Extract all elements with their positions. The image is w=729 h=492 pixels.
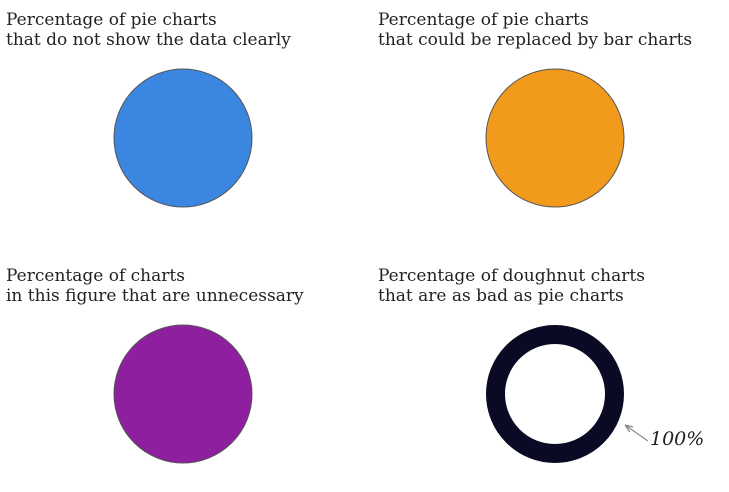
pie-figure-unnecessary	[113, 324, 253, 464]
pie-slice-data-clarity	[113, 68, 253, 208]
chart-title-bar-replace: Percentage of pie charts that could be r…	[378, 10, 729, 50]
chart-panel-doughnut: Percentage of doughnut charts that are a…	[372, 256, 729, 492]
doughnut-value-label: 100%	[650, 428, 705, 450]
chart-panel-pie-data-clarity: Percentage of pie charts that do not sho…	[0, 0, 364, 236]
chart-title-data-clarity: Percentage of pie charts that do not sho…	[6, 10, 361, 50]
chart-title-line: Percentage of charts	[6, 266, 185, 286]
chart-title-line: Percentage of pie charts	[6, 10, 217, 30]
pie-slice-bar-replace	[485, 68, 625, 208]
chart-panel-pie-bar-replace: Percentage of pie charts that could be r…	[372, 0, 729, 236]
annotation-arrow	[624, 424, 649, 442]
chart-title-line: Percentage of pie charts	[378, 10, 589, 30]
chart-title-doughnut: Percentage of doughnut charts that are a…	[378, 266, 729, 306]
doughnut-ring	[486, 325, 624, 463]
chart-title-line: that do not show the data clearly	[6, 30, 291, 50]
chart-title-unnecessary: Percentage of charts in this figure that…	[6, 266, 361, 306]
chart-title-line: in this figure that are unnecessary	[6, 286, 304, 306]
chart-panel-pie-unnecessary: Percentage of charts in this figure that…	[0, 256, 364, 492]
chart-title-line: that are as bad as pie charts	[378, 286, 624, 306]
pie-slice-unnecessary	[113, 324, 253, 464]
chart-title-line: Percentage of doughnut charts	[378, 266, 645, 286]
doughnut-figure	[486, 325, 649, 463]
chart-title-line: that could be replaced by bar charts	[378, 30, 693, 50]
pie-figure-bar-replace	[485, 68, 625, 208]
pie-figure-data-clarity	[113, 68, 253, 208]
